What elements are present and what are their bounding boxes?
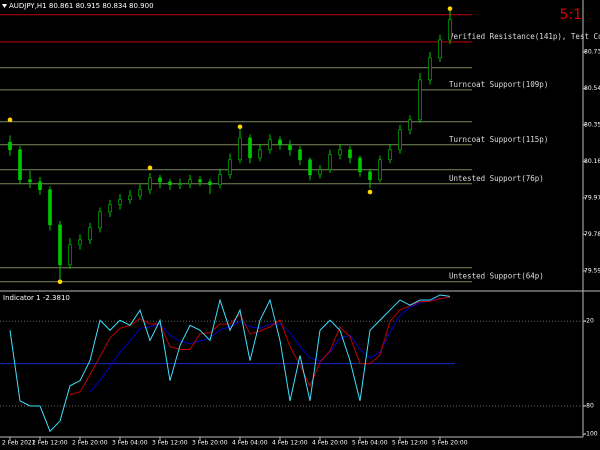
candle-body — [338, 149, 342, 156]
candle-body — [188, 179, 192, 185]
zone-label: Turncoat Support(115p) — [449, 135, 548, 144]
candle-body — [118, 199, 122, 206]
x-tick-label: 2 Feb 12:00 — [32, 440, 68, 447]
candle-body — [198, 179, 202, 183]
zone-label: Turncoat Support(109p) — [449, 80, 548, 89]
ratio-annotation: 5:1 — [559, 7, 582, 23]
candle-body — [418, 79, 422, 121]
candle-body — [38, 181, 42, 191]
candle-body — [18, 149, 22, 181]
x-tick-label: 3 Feb 12:00 — [152, 440, 188, 447]
menu-arrow[interactable] — [2, 4, 7, 8]
candle-body — [278, 139, 282, 146]
y-tick-label: -80 — [584, 402, 594, 409]
candle-body — [88, 227, 92, 241]
x-tick-label: 2 Feb 20:00 — [72, 440, 108, 447]
candle-body — [58, 224, 62, 266]
candle-body — [68, 244, 72, 266]
candle-body — [148, 177, 152, 191]
candle-body — [128, 195, 132, 201]
y-tick-label: -20 — [584, 318, 594, 325]
y-tick-label: -100 — [584, 431, 598, 438]
fractal-dot — [57, 279, 63, 285]
candle-body — [308, 159, 312, 176]
x-tick-label: 2 Feb 2021 — [2, 440, 36, 447]
x-tick-label: 4 Feb 04:00 — [232, 440, 268, 447]
x-tick-label: 4 Feb 12:00 — [272, 440, 308, 447]
candle-body — [168, 181, 172, 186]
candle-body — [108, 204, 112, 213]
candle-body — [98, 211, 102, 229]
candle-body — [368, 171, 372, 181]
candle-body — [158, 177, 162, 183]
x-tick-label: 5 Feb 20:00 — [432, 440, 468, 447]
indicator-line — [69, 296, 451, 396]
zone-label: Verified Resistance(141p), Test Count=1 — [449, 32, 600, 41]
candle-body — [208, 181, 212, 186]
zone-label: Untested Support(64p) — [449, 272, 544, 281]
y-tick-label: 80.350 — [584, 121, 600, 128]
candle-body — [408, 119, 412, 131]
x-tick-label: 5 Feb 04:00 — [352, 440, 388, 447]
indicator-line — [9, 294, 451, 433]
candle-body — [8, 141, 12, 151]
candle-body — [248, 137, 252, 159]
candle-body — [388, 149, 392, 161]
fractal-dot — [367, 189, 373, 195]
indicator-title: Indicator 1 -2.3810 — [3, 294, 70, 302]
candle-body — [228, 159, 232, 176]
candle-body — [328, 154, 332, 171]
y-tick-label: 80.160 — [584, 158, 600, 165]
indicator-line — [89, 296, 451, 393]
candle-body — [258, 149, 262, 159]
candle-body — [48, 189, 52, 226]
x-tick-label: 3 Feb 04:00 — [112, 440, 148, 447]
candle-body — [78, 239, 82, 246]
x-tick-label: 5 Feb 12:00 — [392, 440, 428, 447]
candle-body — [318, 169, 322, 176]
fractal-dot — [237, 124, 243, 130]
fractal-dot — [147, 165, 153, 171]
y-tick-label: 80.540 — [584, 85, 600, 92]
candle-body — [398, 129, 402, 151]
candle-body — [268, 139, 272, 151]
candle-body — [378, 159, 382, 181]
candle-body — [428, 57, 432, 81]
candle-body — [298, 149, 302, 161]
candle-body — [28, 179, 32, 183]
candle-body — [218, 174, 222, 186]
y-tick-label: 80.730 — [584, 48, 600, 55]
candle-body — [438, 39, 442, 59]
x-tick-label: 3 Feb 20:00 — [192, 440, 228, 447]
fractal-dot — [447, 6, 453, 11]
candle-body — [178, 183, 182, 186]
candle-body — [238, 137, 242, 161]
candle-body — [448, 19, 452, 41]
y-tick-label: 79.780 — [584, 231, 600, 238]
zone-label: Untested Support(76p) — [449, 174, 544, 183]
x-tick-label: 4 Feb 20:00 — [312, 440, 348, 447]
y-tick-label: 79.590 — [584, 267, 600, 274]
candle-body — [138, 189, 142, 197]
candle-body — [288, 144, 292, 151]
chart-title: AUDJPY,H1 80.861 80.915 80.834 80.900 — [9, 2, 154, 10]
fractal-dot — [7, 117, 13, 123]
y-tick-label: 79.970 — [584, 194, 600, 201]
candle-body — [348, 149, 352, 159]
candle-body — [358, 157, 362, 173]
